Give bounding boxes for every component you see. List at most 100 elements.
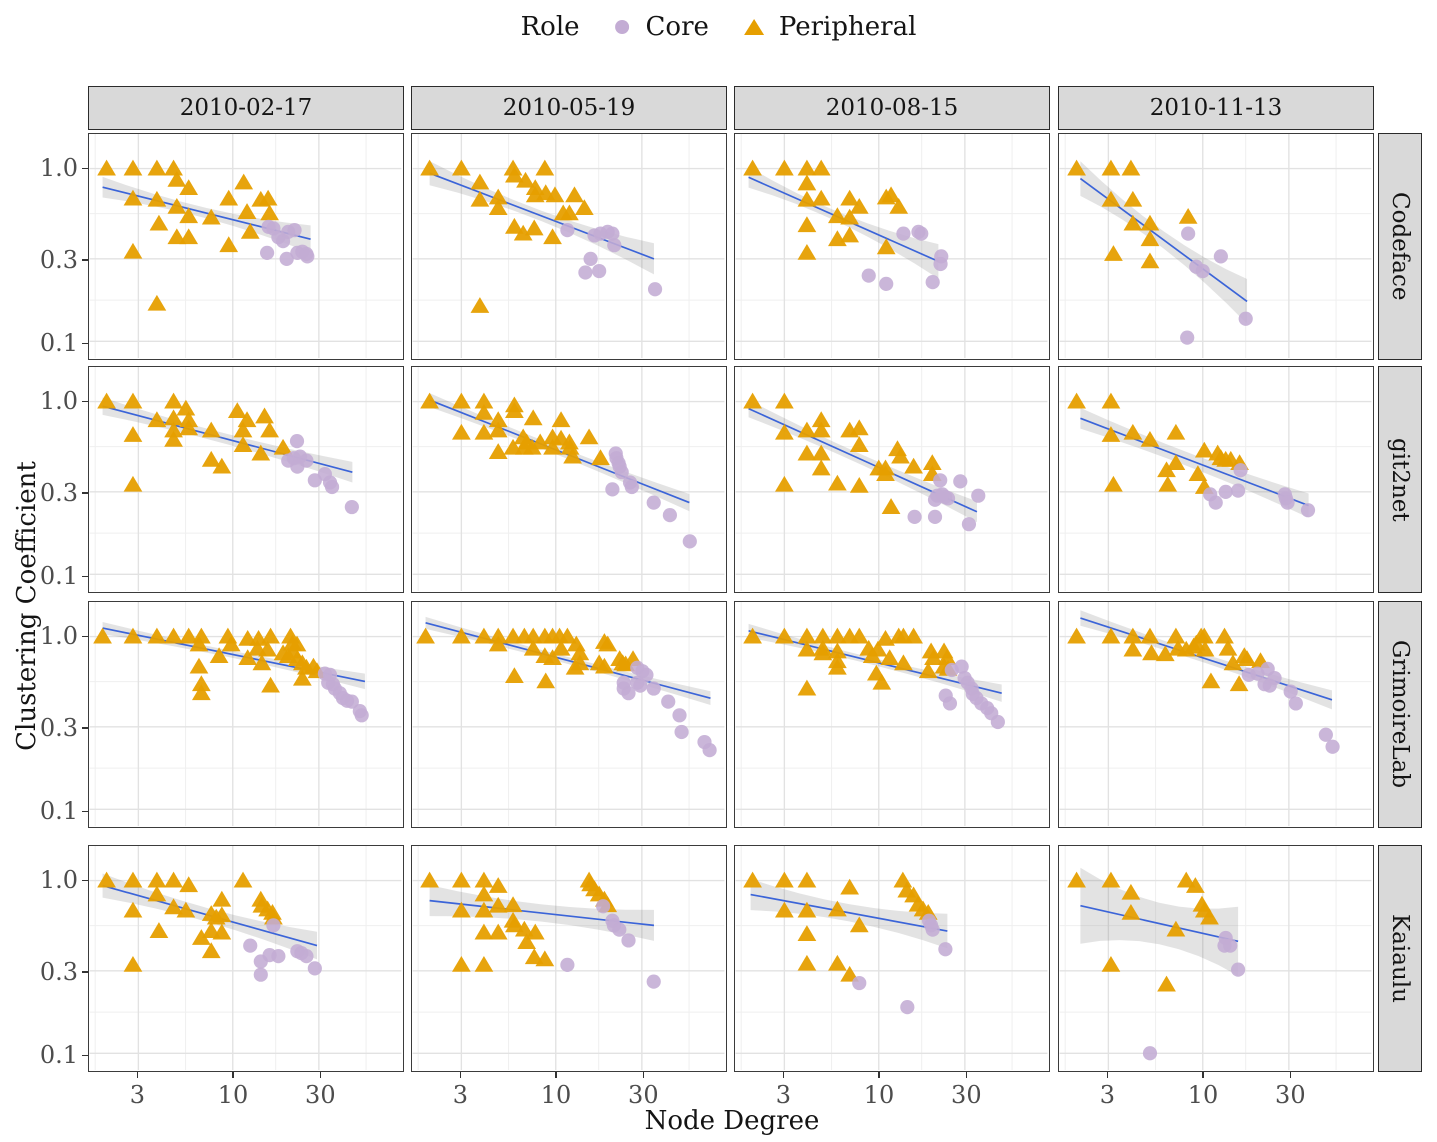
scatter-point-peripheral bbox=[536, 672, 556, 689]
scatter-point-peripheral bbox=[123, 901, 143, 918]
scatter-point-core bbox=[674, 724, 689, 740]
scatter-point-peripheral bbox=[258, 640, 277, 657]
scatter-point-peripheral bbox=[535, 159, 555, 176]
scatter-point-peripheral bbox=[488, 443, 508, 459]
scatter-point-peripheral bbox=[147, 411, 167, 428]
scatter-point-peripheral bbox=[474, 392, 494, 409]
scatter-point-peripheral bbox=[474, 885, 494, 902]
panel-git2net-2010-05-19 bbox=[411, 366, 727, 593]
core-points bbox=[1142, 930, 1246, 1061]
peripheral-points bbox=[1067, 627, 1270, 692]
scatter-point-peripheral bbox=[179, 419, 199, 436]
scatter-point-peripheral bbox=[233, 871, 253, 888]
scatter-point-peripheral bbox=[179, 207, 199, 224]
scatter-point-peripheral bbox=[1218, 639, 1238, 656]
scatter-point-peripheral bbox=[774, 627, 794, 644]
x-tick-mark bbox=[232, 1072, 234, 1078]
scatter-point-peripheral bbox=[1178, 207, 1198, 224]
core-points bbox=[938, 659, 1005, 730]
scatter-point-core bbox=[344, 694, 359, 709]
legend-label-core: Core bbox=[645, 12, 709, 42]
y-tick-mark bbox=[82, 167, 88, 169]
scatter-point-peripheral bbox=[164, 871, 183, 888]
trend-line bbox=[1080, 417, 1309, 507]
scatter-point-peripheral bbox=[813, 644, 833, 661]
scatter-point-core bbox=[702, 743, 717, 758]
scatter-point-core bbox=[646, 681, 661, 696]
panel-svg bbox=[89, 846, 402, 1070]
scatter-point-peripheral bbox=[1067, 392, 1086, 409]
scatter-point-peripheral bbox=[849, 476, 869, 493]
scatter-point-peripheral bbox=[1123, 627, 1143, 644]
scatter-point-peripheral bbox=[811, 421, 831, 438]
scatter-point-peripheral bbox=[191, 684, 211, 701]
scatter-point-peripheral bbox=[876, 629, 895, 646]
scatter-point-core bbox=[633, 678, 648, 693]
x-tick-mark bbox=[555, 1072, 557, 1078]
scatter-point-core bbox=[279, 251, 294, 266]
scatter-point-peripheral bbox=[797, 871, 817, 888]
scatter-point-core bbox=[621, 933, 636, 948]
y-tick-mark bbox=[82, 259, 88, 261]
scatter-point-core bbox=[971, 488, 986, 503]
core-points bbox=[317, 666, 369, 723]
scatter-point-peripheral bbox=[1101, 955, 1121, 972]
scatter-point-core bbox=[879, 276, 894, 291]
scatter-point-peripheral bbox=[543, 228, 562, 245]
scatter-point-core bbox=[271, 949, 286, 964]
scatter-point-peripheral bbox=[488, 188, 508, 205]
scatter-point-core bbox=[646, 495, 661, 510]
y-tick-mark bbox=[82, 971, 88, 973]
peripheral-points bbox=[743, 159, 909, 260]
scatter-point-peripheral bbox=[1140, 252, 1160, 269]
panel-svg bbox=[412, 367, 725, 591]
scatter-point-peripheral bbox=[474, 955, 494, 972]
scatter-point-core bbox=[933, 256, 948, 272]
scatter-point-peripheral bbox=[1158, 475, 1178, 492]
scatter-point-peripheral bbox=[191, 929, 211, 945]
core-points bbox=[852, 913, 953, 1015]
scatter-point-core bbox=[914, 226, 929, 241]
scatter-point-peripheral bbox=[1166, 920, 1186, 937]
scatter-point-peripheral bbox=[201, 208, 221, 225]
y-tick-label: 0.1 bbox=[39, 329, 78, 358]
scatter-point-peripheral bbox=[797, 243, 817, 260]
scatter-point-peripheral bbox=[488, 923, 508, 940]
panel-svg bbox=[412, 602, 725, 826]
scatter-point-peripheral bbox=[558, 627, 577, 644]
x-tick-mark bbox=[965, 1072, 968, 1078]
scatter-point-peripheral bbox=[292, 669, 312, 686]
scatter-point-peripheral bbox=[1194, 627, 1214, 644]
scatter-point-peripheral bbox=[123, 627, 143, 644]
scatter-point-peripheral bbox=[797, 421, 817, 438]
panel-svg bbox=[735, 846, 1048, 1070]
y-tick-mark bbox=[82, 879, 88, 881]
peripheral-points bbox=[93, 627, 327, 701]
panel-GrimoireLab-2010-11-13 bbox=[1058, 601, 1374, 828]
panel-svg bbox=[735, 134, 1048, 358]
scatter-point-peripheral bbox=[451, 871, 471, 888]
scatter-point-peripheral bbox=[260, 204, 279, 221]
scatter-point-peripheral bbox=[524, 219, 544, 236]
gridlines bbox=[412, 367, 725, 591]
x-tick-label: 3 bbox=[1099, 1081, 1116, 1109]
core-points bbox=[1241, 661, 1340, 754]
scatter-point-core bbox=[896, 226, 911, 241]
core-points bbox=[907, 473, 986, 532]
legend: Role Core Peripheral bbox=[521, 12, 917, 42]
scatter-point-peripheral bbox=[1121, 159, 1141, 176]
scatter-point-core bbox=[1233, 463, 1248, 478]
y-tick-mark bbox=[82, 400, 88, 402]
scatter-point-peripheral bbox=[743, 392, 762, 409]
scatter-point-peripheral bbox=[176, 399, 196, 416]
peripheral-marker-icon bbox=[743, 19, 764, 35]
peripheral-points bbox=[743, 392, 942, 514]
y-tick-mark bbox=[82, 727, 88, 729]
scatter-point-core bbox=[289, 434, 305, 449]
scatter-point-peripheral bbox=[813, 627, 833, 644]
scatter-point-peripheral bbox=[123, 475, 143, 492]
scatter-point-core bbox=[1181, 226, 1196, 241]
scatter-point-peripheral bbox=[1140, 214, 1160, 231]
x-tick-mark bbox=[782, 1072, 785, 1078]
scatter-point-core bbox=[940, 491, 956, 506]
